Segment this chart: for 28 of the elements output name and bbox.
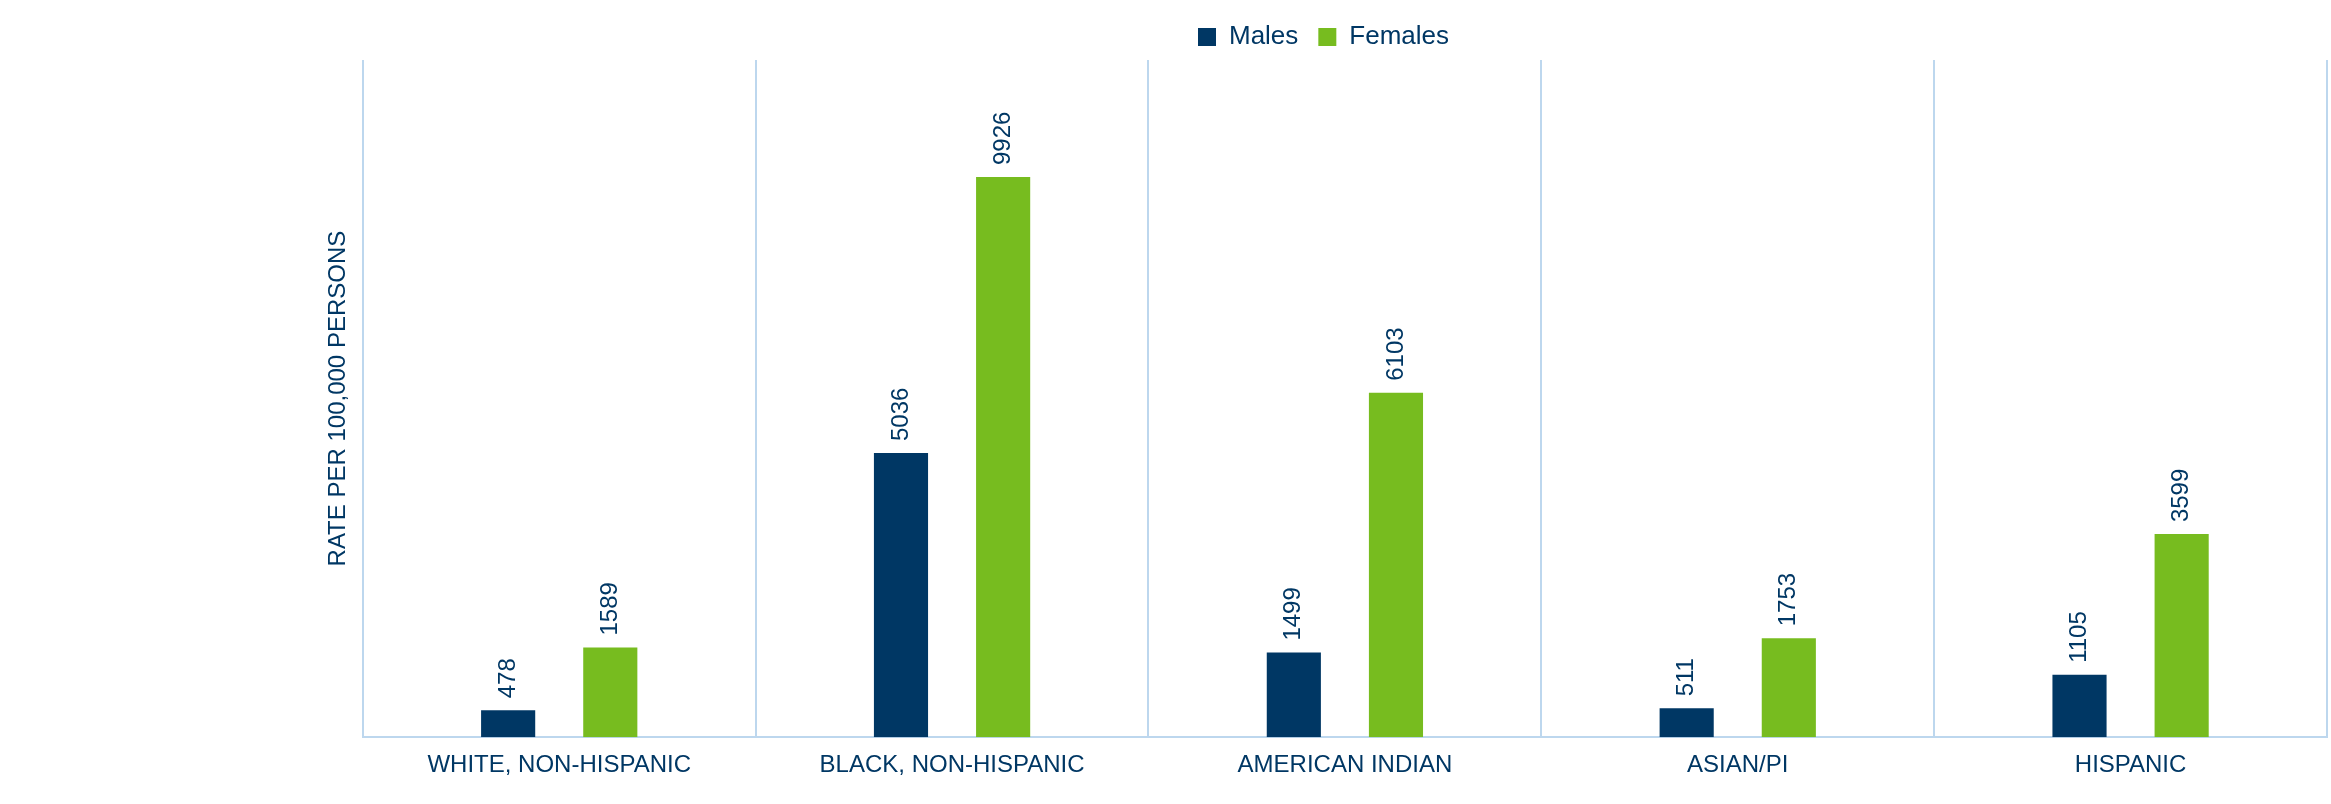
data-label: 6103 [1380,327,1408,381]
legend-label: Males [1228,20,1299,51]
data-label: 3599 [2166,468,2194,523]
bar [873,453,929,738]
y-axis-title: RATE PER 100,000 PERSONS [323,230,351,567]
bar [976,177,1031,738]
data-label: 5036 [885,387,913,441]
bar [1266,652,1321,738]
bar [2052,674,2107,738]
bar [1761,638,1816,738]
bar [583,647,638,738]
bar [1368,392,1424,738]
x-tick-label: HISPANIC [2074,750,2187,778]
data-label: 1499 [1278,587,1306,641]
bar [1659,708,1714,738]
x-tick-label: ASIAN/PI [1687,750,1789,778]
data-label: 1753 [1773,572,1801,627]
x-tick-label: BLACK, NON-HISPANIC [819,750,1085,778]
data-label: 9926 [987,111,1015,166]
data-label: 478 [492,658,520,699]
x-tick-label: WHITE, NON-HISPANIC [427,750,691,778]
x-tick-label: AMERICAN INDIAN [1237,750,1453,778]
data-label: 1589 [594,582,622,636]
legend-label: Females [1349,20,1450,51]
bar [481,710,536,738]
data-label: 1105 [2064,611,2092,663]
data-label: 511 [1671,658,1699,697]
bar [2154,534,2209,738]
